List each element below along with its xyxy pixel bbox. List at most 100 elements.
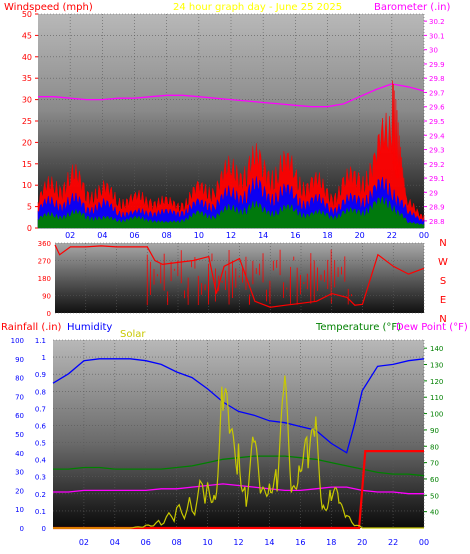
humidity-tick-label: 10: [15, 506, 24, 514]
humidity-tick-label: 100: [11, 337, 24, 345]
x-tick-label: 14: [264, 538, 274, 547]
wind-series: [37, 80, 425, 229]
x-tick-label: 10: [202, 538, 212, 547]
rain-temp-series: [52, 358, 425, 530]
x-tick-label: 22: [388, 538, 398, 547]
compass-label: N: [439, 238, 446, 249]
direction-plot-area: [55, 243, 424, 313]
solar-label: Solar: [120, 329, 146, 340]
y-tick-label: 360: [38, 240, 51, 248]
rain-tick-label: 0.5: [35, 440, 46, 448]
y-tick-label: 15: [22, 160, 32, 169]
temperature-tick-label: 100: [430, 411, 443, 419]
y-tick-label: 50: [22, 10, 32, 19]
y-tick-label: 25: [22, 117, 32, 126]
rainfall-label: Rainfall (.in): [1, 322, 62, 333]
y-right-tick-label: 29.1: [429, 175, 445, 183]
temperature-label: Temperature (°F): [315, 322, 401, 333]
x-tick-label: 04: [110, 538, 120, 547]
temperature-tick-label: 140: [430, 345, 443, 353]
direction-left-axis: 0 90 180 270 360: [38, 240, 51, 318]
y-tick-label: 5: [27, 203, 32, 212]
y-right-tick-label: 29.5: [429, 118, 445, 126]
temperature-tick-label: 50: [430, 492, 439, 500]
x-tick-label: 00: [419, 538, 429, 547]
humidity-tick-label: 20: [15, 487, 24, 495]
direction-series: [54, 244, 425, 308]
humidity-tick-label: 30: [15, 469, 24, 477]
humidity-tick-label: 80: [15, 375, 24, 383]
series-low: [37, 195, 425, 229]
y-right-tick-label: 30.2: [429, 18, 445, 26]
y-tick-label: 10: [22, 181, 32, 190]
temperature-tick-label: 90: [430, 427, 439, 435]
y-right-tick-label: 29.6: [429, 104, 445, 112]
y-tick-label: 180: [38, 275, 51, 283]
barometer-label: Barometer (.in): [374, 2, 450, 13]
x-tick-label: 12: [226, 231, 236, 240]
x-tick-label: 16: [290, 231, 300, 240]
compass-label: N: [439, 314, 446, 325]
temperature-tick-label: 110: [430, 394, 443, 402]
temperature-right-axis: 40 50 60 70 80 90 100 110 120 130 140: [424, 345, 443, 517]
y-right-tick-label: 29: [429, 189, 438, 197]
rain-tick-label: 0.8: [35, 388, 46, 396]
rain-tick-label: 0.1: [35, 508, 46, 516]
rain-tick-label: 0: [42, 525, 46, 533]
series-humidity: [52, 358, 425, 454]
x-tick-label: 08: [162, 231, 172, 240]
humidity-tick-label: 50: [15, 431, 24, 439]
y-right-tick-label: 28.8: [429, 218, 445, 226]
humidity-left-axis: 0 10 20 30 40 50 60 70 80 90 100: [11, 337, 24, 533]
x-tick-label: 10: [194, 231, 204, 240]
y-right-tick-label: 29.9: [429, 61, 445, 69]
y-tick-label: 20: [22, 138, 32, 147]
humidity-tick-label: 40: [15, 450, 24, 458]
series-direction: [54, 244, 425, 308]
barometer-right-axis: 28.8 28.9 29 29.1 29.2 29.3 29.4 29.5 29.6 29.7 29…: [424, 18, 445, 226]
x-tick-label: 00: [419, 231, 429, 240]
y-right-tick-label: 29.8: [429, 75, 445, 83]
y-right-tick-label: 29.4: [429, 132, 445, 140]
x-tick-label: 18: [326, 538, 336, 547]
x-tick-label: 12: [233, 538, 243, 547]
x-tick-label: 02: [65, 231, 75, 240]
x-tick-label: 06: [141, 538, 151, 547]
rain-tick-label: 0.3: [35, 474, 46, 482]
y-tick-label: 90: [42, 293, 51, 301]
y-tick-label: 45: [22, 31, 32, 40]
y-tick-label: 270: [38, 258, 51, 266]
y-right-tick-label: 29.2: [429, 161, 445, 169]
x-tick-label: 08: [172, 538, 182, 547]
rain-tick-label: 1: [42, 354, 46, 362]
rain-tick-label: 0.7: [35, 405, 46, 413]
humidity-tick-label: 0: [20, 525, 24, 533]
rain-tick-label: 0.6: [35, 422, 47, 430]
rain-tick-label: 0.9: [35, 371, 46, 379]
temperature-tick-label: 60: [430, 476, 439, 484]
x-tick-label: 16: [295, 538, 305, 547]
x-tick-label: 04: [97, 231, 107, 240]
compass-label: W: [438, 257, 448, 268]
x-tick-label: 20: [355, 231, 365, 240]
series-barometer: [38, 83, 425, 108]
y-tick-label: 0: [47, 310, 51, 318]
x-tick-label: 22: [387, 231, 397, 240]
humidity-tick-label: 90: [15, 356, 24, 364]
dewpoint-label: Dew Point (°F): [396, 322, 468, 333]
humidity-tick-label: 70: [15, 393, 24, 401]
y-tick-label: 35: [22, 74, 32, 83]
humidity-label: Humidity: [67, 322, 112, 333]
y-right-tick-label: 29.7: [429, 89, 445, 97]
compass-label: S: [440, 276, 446, 287]
rain-tick-label: 1.1: [35, 337, 46, 345]
temperature-tick-label: 40: [430, 509, 439, 517]
wind-left-axis: 0 5 10 15 20 25 30 35 40 45 50: [22, 10, 38, 233]
y-tick-label: 0: [27, 224, 32, 233]
x-tick-label: 02: [79, 538, 89, 547]
x-tick-label: 06: [129, 231, 139, 240]
rain-tick-label: 0.4: [35, 457, 47, 465]
series-gust: [37, 80, 425, 229]
